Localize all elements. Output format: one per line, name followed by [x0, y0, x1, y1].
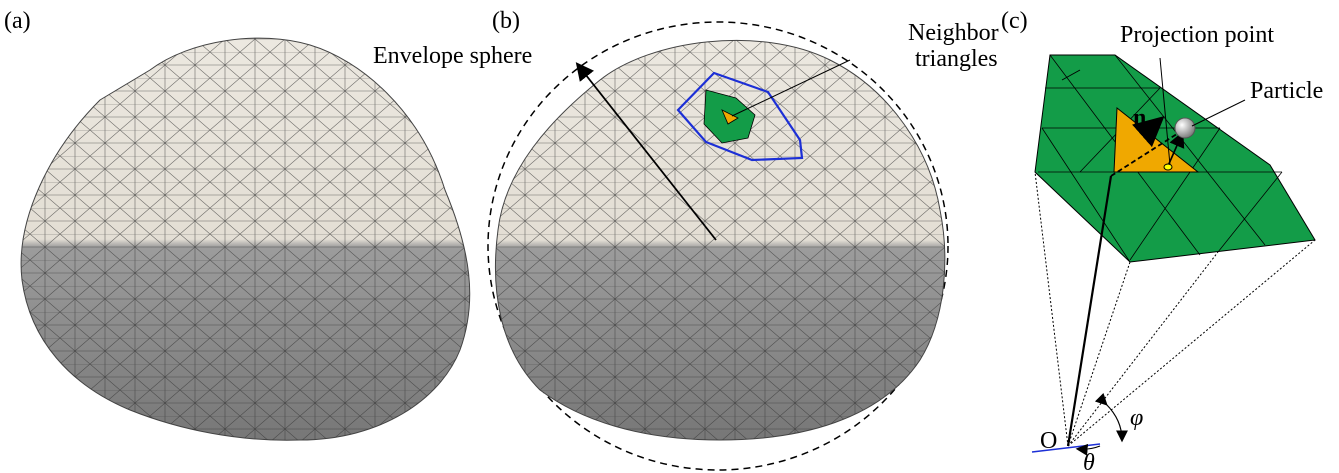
envelope-label: Envelope sphere	[373, 43, 532, 69]
asteroid-a	[21, 38, 470, 440]
neighbor-label: Neighbor	[908, 20, 999, 46]
particle-label: Particle	[1250, 78, 1323, 104]
figure: (a) (b) Envelope sphere Neighbor triangl…	[0, 0, 1339, 473]
projection-point	[1164, 164, 1172, 170]
phi-arc	[1106, 404, 1122, 440]
neighbor-label: triangles	[915, 46, 998, 72]
panel-label: (c)	[1001, 8, 1028, 34]
panel-label: (a)	[4, 8, 31, 34]
leader-line	[1192, 100, 1245, 126]
normal-label: n	[1133, 105, 1146, 131]
origin-label: O	[1040, 428, 1057, 454]
projection-label: Projection point	[1120, 22, 1274, 48]
particle	[1175, 118, 1195, 138]
theta-label: θ	[1083, 450, 1095, 473]
phi-label: φ	[1130, 405, 1143, 431]
panel-label: (b)	[492, 8, 520, 34]
